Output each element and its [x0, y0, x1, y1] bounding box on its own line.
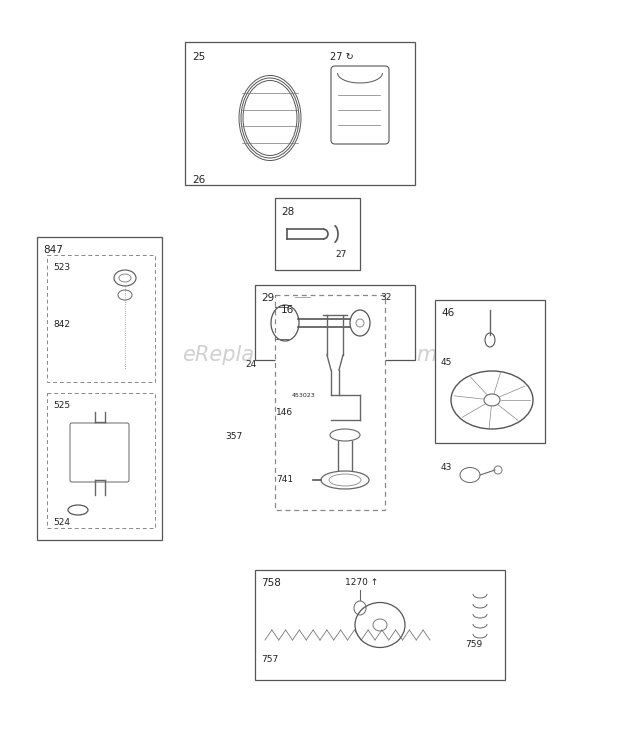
Text: 1270 ↑: 1270 ↑ — [345, 578, 378, 587]
Text: 741: 741 — [276, 475, 293, 484]
Text: 357: 357 — [225, 432, 242, 441]
Text: 45: 45 — [441, 358, 453, 367]
Bar — [255, 570, 505, 680]
Bar — [47, 255, 155, 382]
Text: 842: 842 — [53, 320, 70, 329]
Text: 27: 27 — [335, 250, 347, 259]
Text: 847: 847 — [43, 245, 63, 255]
Text: 524: 524 — [53, 518, 70, 527]
Text: 146: 146 — [276, 408, 293, 417]
Text: 27 ↻: 27 ↻ — [330, 52, 354, 62]
Text: 525: 525 — [53, 401, 70, 410]
Text: 26: 26 — [192, 175, 205, 185]
Text: 758: 758 — [261, 578, 281, 588]
Text: eReplacementParts.com: eReplacementParts.com — [182, 345, 438, 365]
Text: 32: 32 — [380, 293, 391, 302]
Bar — [275, 295, 385, 510]
Bar — [435, 300, 545, 443]
Text: 523: 523 — [53, 263, 70, 272]
Text: 29: 29 — [261, 293, 274, 303]
Text: 16: 16 — [281, 305, 294, 315]
Text: 24: 24 — [245, 360, 256, 369]
Bar — [275, 198, 360, 270]
Bar — [255, 285, 415, 360]
Text: 25: 25 — [192, 52, 205, 62]
Bar — [47, 393, 155, 528]
Text: 43: 43 — [441, 463, 453, 472]
Text: 46: 46 — [441, 308, 454, 318]
Text: 759: 759 — [465, 640, 482, 649]
Text: 453023: 453023 — [292, 393, 316, 398]
Bar — [185, 42, 415, 185]
Text: 757: 757 — [261, 655, 278, 664]
Text: 28: 28 — [281, 207, 294, 217]
Bar — [37, 237, 162, 540]
